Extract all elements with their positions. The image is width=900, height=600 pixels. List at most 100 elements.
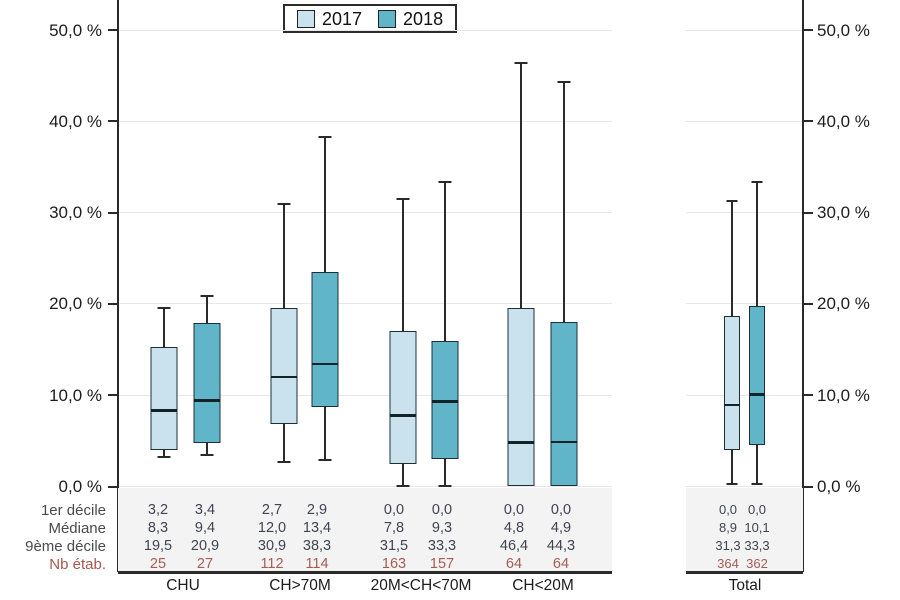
box-chu-2018 <box>193 323 221 443</box>
stat-20m-ch-70m-2017-row2: 31,5 <box>379 538 409 554</box>
whisker-lower-ch-70m-2017 <box>283 424 285 462</box>
stat-ch-20m-2018-row0: 0,0 <box>550 502 572 518</box>
whisker-cap-top-chu-2017 <box>157 307 171 310</box>
stat-20m-ch-70m-2018-row3: 157 <box>429 556 455 572</box>
y-tick-label-right-20: 20,0 % <box>817 294 870 314</box>
y-tick-right-50 <box>803 29 813 31</box>
box-ch-20m-2017 <box>507 308 535 487</box>
y-tick-left-0 <box>108 485 118 488</box>
y-gridline-30 <box>118 212 612 214</box>
legend-label-2017: 2017 <box>322 8 363 29</box>
box-ch-70m-2018 <box>311 271 339 408</box>
stat-ch-20m-2018-row1: 4,9 <box>550 520 572 536</box>
group-label-20m-ch-70m: 20M<CH<70M <box>370 576 472 594</box>
whisker-upper-20m-ch-70m-2017 <box>402 198 404 332</box>
y-tick-label-right-30: 30,0 % <box>817 203 870 223</box>
whisker-lower-ch-70m-2018 <box>324 407 326 461</box>
whisker-cap-bottom-20m-ch-70m-2017 <box>396 484 410 487</box>
stat-ch-70m-2018-row0: 2,9 <box>306 502 328 518</box>
stat-20m-ch-70m-2018-row0: 0,0 <box>431 502 453 518</box>
whisker-cap-top-ch-70m-2018 <box>318 135 332 138</box>
legend-label-2018: 2018 <box>403 8 444 29</box>
stat-ch-70m-2018-row2: 38,3 <box>302 538 332 554</box>
box-total-2017 <box>724 315 740 450</box>
y-tick-label-right-40: 40,0 % <box>817 111 870 131</box>
whisker-upper-total-2017 <box>731 200 733 316</box>
y-tick-label-left-30: 30,0 % <box>49 203 102 223</box>
y-tick-right-10 <box>803 394 813 397</box>
stats-row-label-3: Nb étab. <box>49 555 106 573</box>
whisker-cap-top-total-2018 <box>751 181 763 184</box>
legend-item-2018: 2018 <box>378 8 444 29</box>
stat-chu-2018-row1: 9,4 <box>194 520 216 536</box>
stat-chu-2018-row2: 20,9 <box>190 538 220 554</box>
median-line-ch-20m-2017 <box>507 441 535 444</box>
stat-total-2018-row0: 0,0 <box>747 502 767 517</box>
stat-chu-2017-row0: 3,2 <box>147 502 169 518</box>
stat-20m-ch-70m-2018-row2: 33,3 <box>427 538 457 554</box>
stat-ch-70m-2017-row2: 30,9 <box>257 538 287 554</box>
stat-20m-ch-70m-2018-row1: 9,3 <box>431 520 453 536</box>
group-label-chu: CHU <box>166 576 200 594</box>
y-gridline-0 <box>686 486 803 487</box>
whisker-upper-ch-70m-2017 <box>283 204 285 308</box>
legend-item-2017: 2017 <box>297 8 363 29</box>
stats-band-total <box>686 488 803 574</box>
whisker-cap-bottom-20m-ch-70m-2018 <box>438 484 452 487</box>
whisker-cap-top-chu-2018 <box>200 294 214 297</box>
y-gridline-10 <box>686 394 803 396</box>
whisker-cap-bottom-chu-2017 <box>157 456 171 459</box>
whisker-cap-bottom-chu-2018 <box>200 454 214 457</box>
y-tick-left-10 <box>108 394 118 397</box>
median-line-ch-70m-2017 <box>270 375 298 379</box>
stat-ch-20m-2017-row3: 64 <box>505 556 523 572</box>
y-gridline-50 <box>686 29 803 31</box>
whisker-upper-chu-2018 <box>206 295 208 324</box>
y-gridline-40 <box>686 120 803 122</box>
whisker-lower-20m-ch-70m-2017 <box>402 463 404 486</box>
whisker-upper-20m-ch-70m-2018 <box>444 182 446 342</box>
stat-chu-2017-row1: 8,3 <box>147 520 169 536</box>
y-gridline-0 <box>118 486 612 487</box>
whisker-cap-bottom-total-2017 <box>726 482 738 485</box>
y-tick-left-40 <box>108 120 118 123</box>
y-gridline-30 <box>686 212 803 214</box>
legend: 2017 2018 <box>283 4 458 33</box>
y-gridline-20 <box>118 303 612 305</box>
whisker-upper-ch-70m-2018 <box>324 136 326 272</box>
stat-ch-70m-2018-row3: 114 <box>305 556 329 572</box>
stat-chu-2017-row3: 25 <box>149 556 167 572</box>
stat-ch-70m-2017-row1: 12,0 <box>257 520 287 536</box>
stat-total-2017-row2: 31,3 <box>715 538 741 553</box>
y-tick-right-40 <box>803 120 813 123</box>
y-tick-label-left-40: 40,0 % <box>49 111 102 131</box>
group-label-ch-70m: CH>70M <box>269 576 331 594</box>
stat-ch-20m-2018-row2: 44,3 <box>546 538 576 554</box>
box-20m-ch-70m-2017 <box>389 331 417 464</box>
stat-20m-ch-70m-2017-row1: 7,8 <box>383 520 405 536</box>
y-tick-left-50 <box>108 29 118 31</box>
stat-20m-ch-70m-2017-row0: 0,0 <box>383 502 405 518</box>
whisker-cap-bottom-ch-70m-2017 <box>277 460 291 463</box>
stat-ch-20m-2017-row0: 0,0 <box>503 502 525 518</box>
y-tick-label-left-50: 50,0 % <box>49 20 102 40</box>
whisker-cap-top-20m-ch-70m-2017 <box>396 197 410 200</box>
whisker-lower-total-2017 <box>731 449 733 484</box>
y-tick-right-0 <box>803 485 813 488</box>
y-tick-left-20 <box>108 302 118 305</box>
y-axis-left <box>117 0 119 572</box>
stat-20m-ch-70m-2017-row3: 163 <box>381 556 407 572</box>
whisker-lower-total-2018 <box>756 445 758 484</box>
whisker-lower-chu-2017 <box>163 449 165 458</box>
whisker-cap-top-ch-70m-2017 <box>277 203 291 206</box>
y-tick-label-left-0: 0,0 % <box>58 477 102 496</box>
group-label-ch-20m: CH<20M <box>512 576 574 594</box>
whisker-cap-bottom-total-2018 <box>751 482 763 485</box>
y-gridline-50 <box>118 29 612 31</box>
box-total-2018 <box>749 305 765 446</box>
y-gridline-40 <box>118 120 612 122</box>
stats-band-main <box>118 488 612 574</box>
stat-ch-70m-2017-row0: 2,7 <box>261 502 283 518</box>
median-line-chu-2018 <box>193 399 221 402</box>
